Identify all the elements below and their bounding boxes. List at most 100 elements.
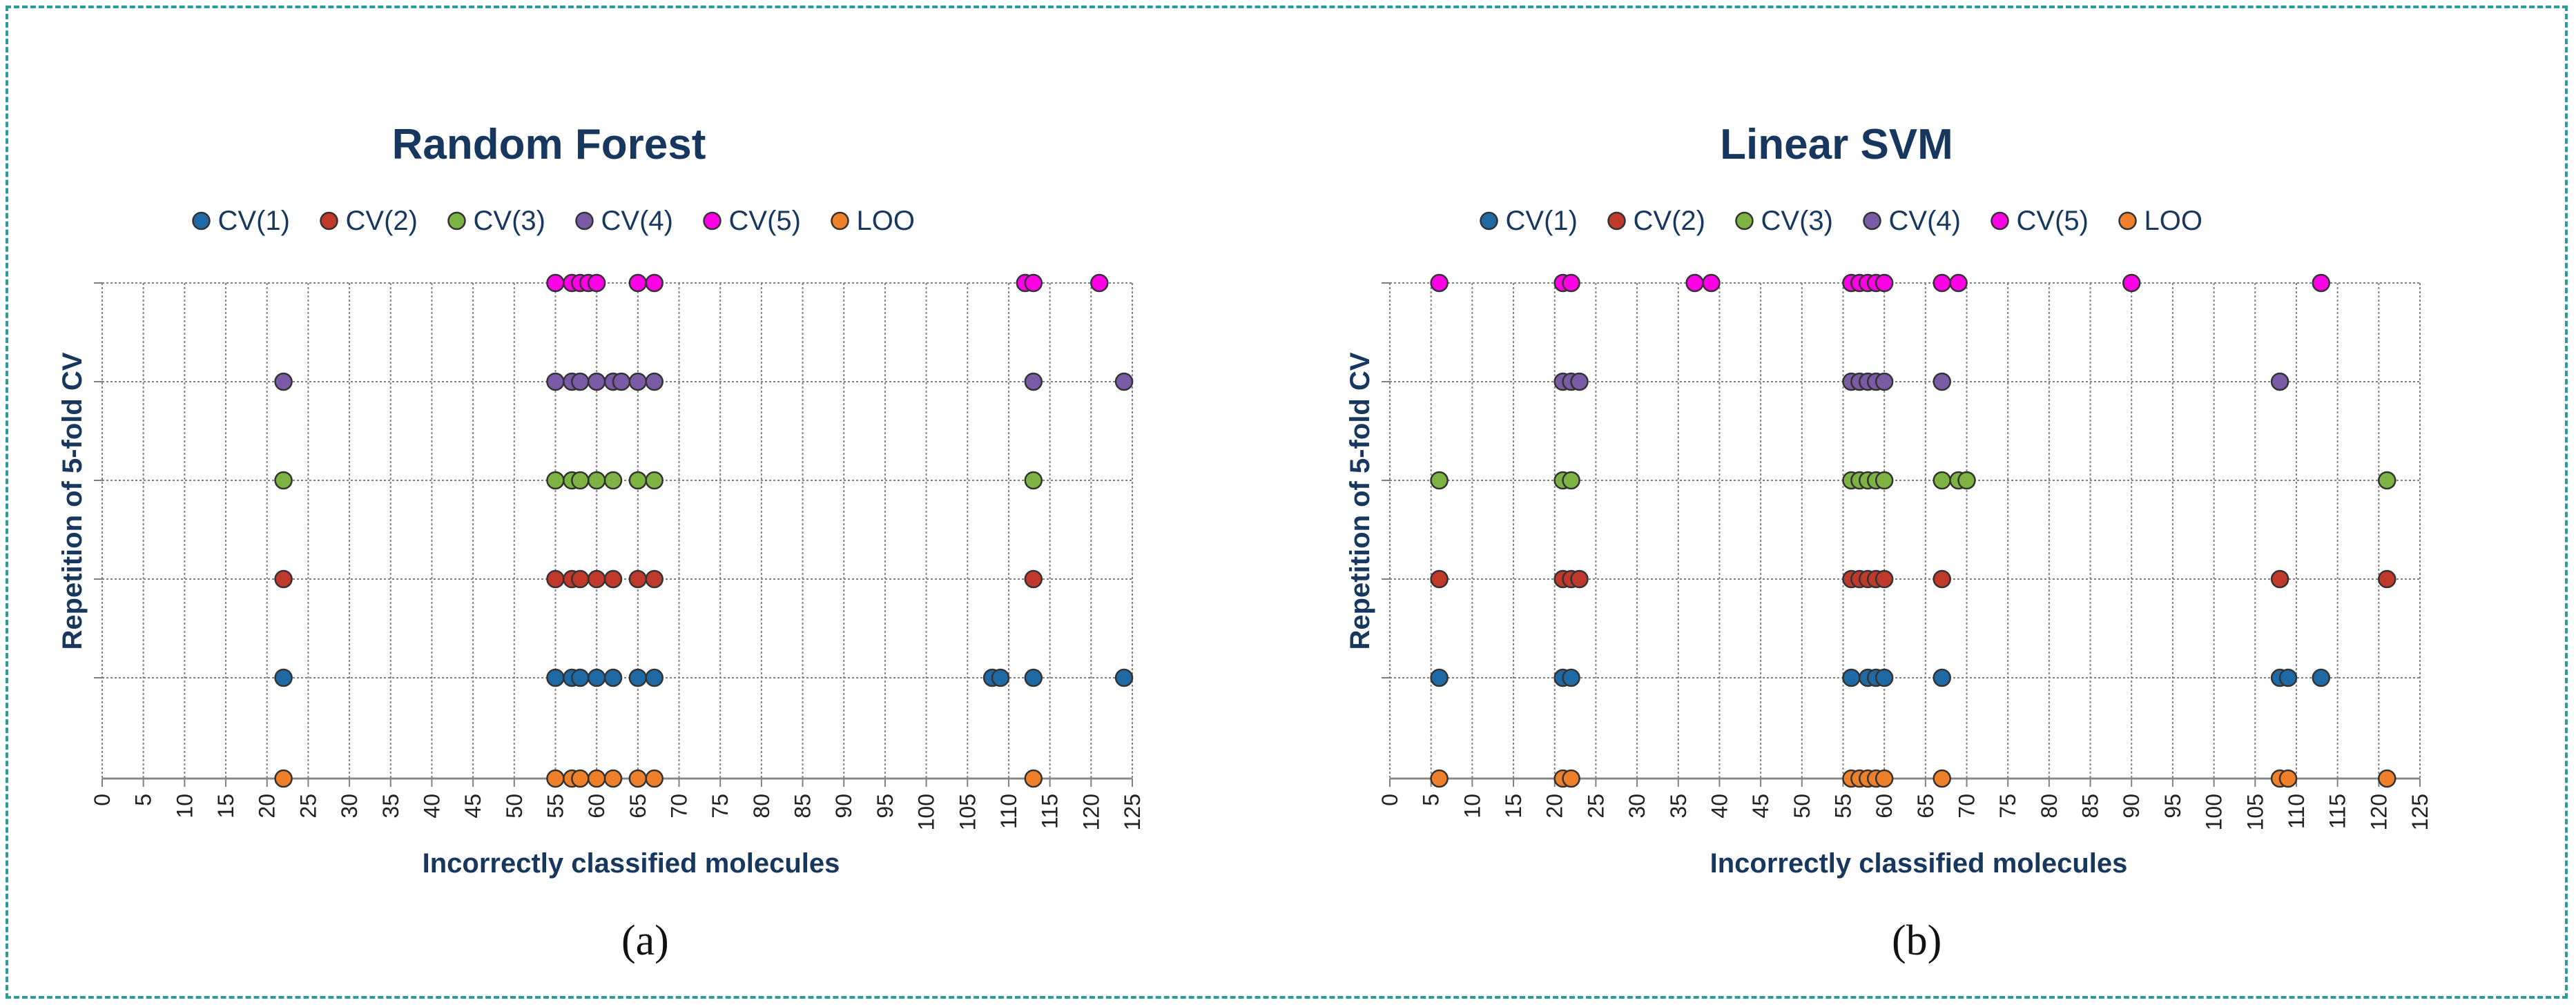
data-point [1933, 471, 1951, 490]
x-tick-label: 100 [2202, 794, 2227, 830]
data-point [628, 273, 648, 293]
legend-label: CV(2) [1634, 206, 1705, 236]
legend-item: CV(3) [1735, 206, 1833, 236]
data-point [1562, 273, 1580, 293]
x-tick-label: 65 [626, 794, 650, 819]
chart-title: Random Forest [392, 121, 706, 168]
data-point [587, 769, 606, 788]
legend-item: CV(4) [1863, 206, 1961, 236]
data-point [1430, 569, 1449, 589]
data-point [546, 372, 565, 391]
legend-item: LOO [831, 206, 915, 236]
data-point [2312, 273, 2331, 293]
data-point [645, 471, 664, 490]
data-point [2122, 273, 2141, 293]
data-point [1562, 471, 1580, 490]
legend-marker [192, 211, 211, 231]
x-tick-label: 35 [378, 794, 403, 819]
legend-marker [1735, 211, 1754, 231]
legend-marker [575, 211, 594, 231]
data-point [1090, 273, 1109, 293]
x-tick-label: 55 [1830, 794, 1855, 819]
legend-item: CV(1) [1480, 206, 1578, 236]
data-point [274, 668, 293, 687]
x-tick-label: 5 [131, 794, 156, 806]
x-tick-label: 25 [296, 794, 320, 819]
legend-label: CV(3) [474, 206, 545, 236]
data-point [1570, 569, 1589, 589]
x-tick-label: 105 [2243, 794, 2267, 830]
x-tick-label: 40 [1707, 794, 1732, 819]
data-point [1949, 273, 1968, 293]
legend-label: CV(4) [601, 206, 673, 236]
legend-marker [1991, 211, 2009, 231]
data-point [603, 569, 623, 589]
data-point [2278, 769, 2298, 788]
x-tick-label: 120 [1078, 794, 1103, 830]
data-point [546, 668, 565, 687]
x-tick-label: 80 [749, 794, 774, 819]
data-point [1024, 569, 1043, 589]
data-point [546, 569, 565, 589]
data-point [587, 471, 606, 490]
data-point [991, 668, 1010, 687]
data-point [612, 372, 631, 391]
data-point [2378, 769, 2396, 788]
panel-a-label: (a) [621, 917, 669, 964]
data-point [603, 471, 623, 490]
x-tick-label: 70 [667, 794, 692, 819]
panel-b-label: (b) [1892, 917, 1942, 964]
figure-frame [6, 6, 2568, 999]
x-axis-label: Incorrectly classified molecules [1710, 848, 2128, 879]
x-axis-label: Incorrectly classified molecules [423, 848, 840, 879]
legend-label: CV(5) [2017, 206, 2089, 236]
data-point [546, 471, 565, 490]
data-point [571, 569, 590, 589]
random-forest-chart: Random Forest CV(1) CV(2) CV(3) CV(4) CV(5) LO… [57, 121, 1145, 879]
legend-item: CV(2) [1607, 206, 1705, 236]
data-point [645, 769, 664, 788]
x-tick-label: 85 [791, 794, 815, 819]
data-point [2270, 372, 2289, 391]
data-point [1562, 668, 1580, 687]
legend-marker [1480, 211, 1498, 231]
x-tick-label: 10 [1460, 794, 1484, 819]
legend-label: CV(1) [218, 206, 290, 236]
data-point [1114, 668, 1134, 687]
legend-item: CV(2) [320, 206, 418, 236]
data-point [1933, 273, 1951, 293]
data-point [1430, 471, 1449, 490]
legend-label: CV(2) [346, 206, 418, 236]
x-tick-label: 125 [2408, 794, 2432, 830]
chart-title: Linear SVM [1720, 121, 1953, 168]
legend-marker [2118, 211, 2137, 231]
x-tick-label: 75 [708, 794, 733, 819]
data-point [2270, 569, 2289, 589]
data-point [1024, 471, 1043, 490]
data-point [1957, 471, 1976, 490]
x-tick-label: 100 [914, 794, 939, 830]
data-point [2378, 569, 2396, 589]
x-tick-label: 95 [2160, 794, 2185, 819]
x-tick-label: 110 [996, 794, 1021, 829]
data-point [645, 273, 664, 293]
legend-item: CV(5) [1991, 206, 2089, 236]
legend-item: LOO [2118, 206, 2202, 236]
legend-label: CV(1) [1506, 206, 1578, 236]
legend-label: LOO [857, 206, 915, 236]
x-tick-label: 110 [2284, 794, 2309, 829]
x-tick-label: 10 [172, 794, 197, 819]
legend-label: CV(5) [729, 206, 801, 236]
x-tick-label: 90 [831, 794, 856, 819]
data-point [571, 769, 590, 788]
data-point [628, 471, 648, 490]
data-point [1875, 273, 1894, 293]
data-point [1875, 668, 1894, 687]
legend-marker [1863, 211, 1881, 231]
x-tick-label: 0 [90, 794, 115, 806]
data-point [546, 769, 565, 788]
data-point [1702, 273, 1721, 293]
data-point [587, 273, 606, 293]
legend-label: CV(3) [1761, 206, 1833, 236]
x-tick-label: 45 [461, 794, 485, 819]
